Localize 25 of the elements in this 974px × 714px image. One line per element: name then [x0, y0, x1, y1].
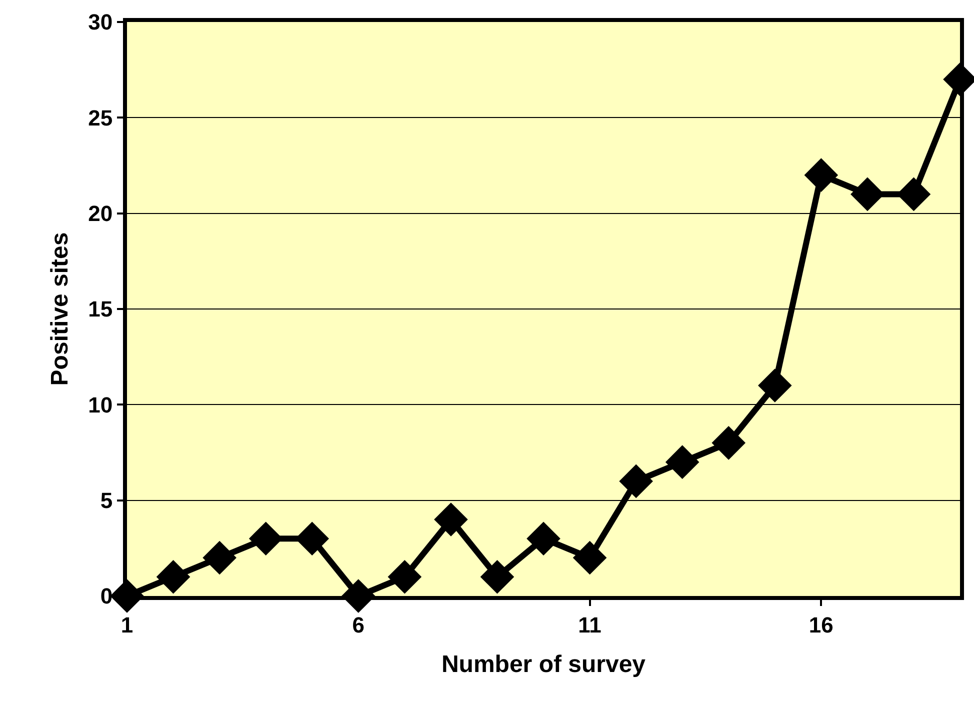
- point: [758, 368, 792, 402]
- x-axis-title: Number of survey: [441, 651, 646, 678]
- y-tick-label: 0: [100, 584, 113, 609]
- y-tick-label: 20: [88, 201, 113, 226]
- point: [572, 540, 607, 575]
- point: [619, 464, 653, 498]
- point: [804, 158, 838, 192]
- x-tick-label: 1: [120, 612, 134, 638]
- point: [434, 502, 468, 536]
- x-tick-label: 11: [578, 612, 602, 638]
- y-tick-label: 5: [100, 488, 113, 514]
- point: [202, 540, 236, 575]
- y-tick-label: 25: [88, 105, 113, 130]
- y-tick-label: 15: [88, 296, 113, 322]
- x-tick-label: 6: [352, 612, 365, 638]
- point: [526, 522, 560, 556]
- point: [480, 560, 514, 594]
- point: [388, 560, 422, 594]
- y-tick-label: 30: [88, 10, 113, 35]
- point: [665, 445, 700, 479]
- point: [712, 426, 746, 460]
- point: [156, 560, 190, 594]
- x-tick-label: 16: [808, 612, 834, 638]
- y-axis-title: Positive sites: [46, 232, 74, 386]
- y-tick-label: 10: [88, 392, 113, 418]
